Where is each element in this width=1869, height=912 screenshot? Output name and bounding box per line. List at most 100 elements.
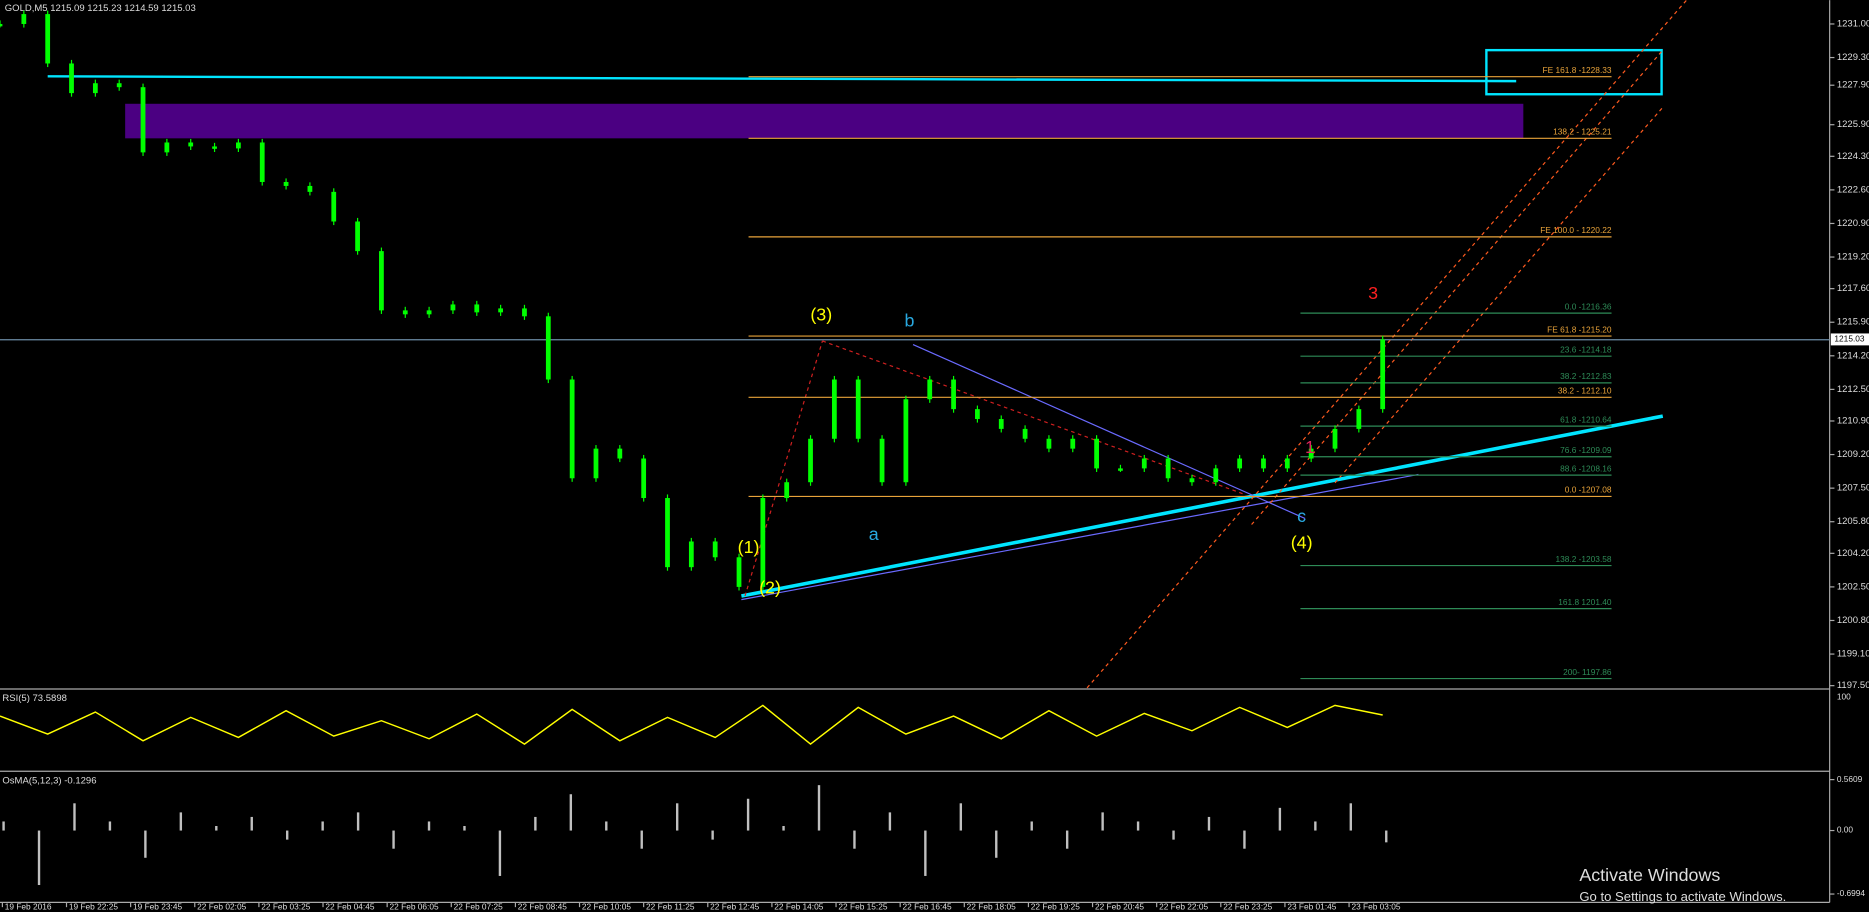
wave-label: (2) (759, 578, 781, 598)
osma-bar (463, 826, 466, 831)
candle (69, 63, 74, 94)
osma-bar (1314, 821, 1317, 831)
candle (1141, 458, 1147, 469)
candle (1308, 448, 1314, 459)
osma-bar (321, 821, 324, 831)
fib-label: 161.8 1201.40 (1558, 597, 1612, 607)
osma-bar (144, 830, 147, 858)
candle (641, 458, 647, 499)
x-tick-label: 22 Feb 18:05 (967, 901, 1016, 911)
candle (1022, 428, 1028, 439)
candle (784, 482, 790, 499)
wave-label: b (905, 311, 915, 331)
candle (736, 557, 742, 587)
candle (617, 448, 623, 459)
current-price-box (1830, 333, 1869, 346)
candle (1261, 458, 1266, 469)
osma-bar (640, 830, 643, 849)
candle (879, 438, 885, 483)
wave-label: 1 (1305, 437, 1315, 457)
candle (808, 438, 813, 483)
osma-bar (959, 803, 963, 831)
x-tick-label: 22 Feb 03:25 (261, 901, 310, 911)
x-tick-label: 22 Feb 07:25 (454, 901, 503, 911)
osma-bar (427, 821, 431, 831)
x-tick-label: 22 Feb 15:25 (838, 901, 887, 911)
fib-label: 38.2 - 1212.10 (1558, 386, 1612, 396)
fib-label: 88.6 -1208.16 (1560, 463, 1612, 473)
candle (259, 142, 265, 182)
osma-bar (250, 816, 253, 831)
x-tick-label: 22 Feb 10:05 (582, 901, 631, 911)
y-tick-label: 1214.20 (1837, 350, 1869, 361)
y-tick-label: 1197.50 (1837, 680, 1869, 691)
wave-line (822, 340, 1246, 496)
rsi-tick-label: 100 (1837, 692, 1851, 702)
osma-bar (1207, 816, 1211, 831)
y-tick-label: 1212.50 (1837, 384, 1869, 395)
x-tick-label: 22 Feb 02:05 (197, 901, 246, 911)
candle (569, 379, 575, 479)
osma-bar (1349, 803, 1352, 831)
x-tick-label: 22 Feb 20:45 (1095, 901, 1144, 911)
osma-bar (853, 830, 856, 849)
rsi-line (0, 704, 1383, 746)
candle (92, 83, 98, 94)
candle (474, 304, 480, 313)
wave-label: (3) (810, 305, 832, 325)
fib-label: 200- 1197.86 (1563, 667, 1612, 677)
candle (522, 308, 527, 317)
candle (927, 379, 933, 400)
y-tick-label: 1231.00 (1837, 18, 1869, 29)
x-tick-label: 23 Feb 01:45 (1287, 901, 1336, 911)
osma-bar (1385, 830, 1388, 843)
osma-bar (817, 785, 821, 831)
y-tick-label: 1202.50 (1837, 581, 1869, 592)
candle (665, 498, 670, 568)
fib-label: 76.6 -1209.09 (1560, 445, 1612, 455)
y-tick-label: 1215.90 (1837, 317, 1869, 328)
candle (283, 181, 289, 186)
osma-bar (37, 830, 41, 886)
candle (212, 146, 217, 149)
candle (140, 87, 146, 153)
candle (450, 304, 456, 311)
candle (164, 142, 170, 153)
candle (760, 498, 766, 587)
candle (831, 379, 837, 439)
y-tick-label: 1224.30 (1837, 151, 1869, 162)
candle (45, 14, 51, 64)
fib-label: 23.6 -1214.18 (1560, 344, 1612, 354)
candle (1165, 458, 1171, 479)
osma-tick-label: 0.00 (1837, 825, 1854, 835)
osma-bar (1101, 812, 1104, 831)
candle (402, 310, 408, 315)
osma-bar (534, 816, 537, 831)
candle (236, 142, 241, 149)
trend-line (741, 473, 1419, 601)
osma-bar (1278, 807, 1282, 831)
fib-label: 61.8 -1210.64 (1560, 414, 1612, 424)
osma-bar (605, 821, 608, 831)
osma-bar (1243, 830, 1246, 849)
y-tick-label: 1227.90 (1837, 80, 1869, 91)
channel (1086, 0, 1688, 689)
osma-bar (746, 798, 750, 831)
y-tick-label: 1204.20 (1837, 548, 1869, 559)
osma-bar (995, 830, 998, 858)
osma-bar (569, 794, 573, 831)
osma-bar (1030, 821, 1033, 831)
candle (355, 221, 360, 252)
candle (1380, 339, 1386, 410)
y-tick-label: 1207.50 (1837, 483, 1869, 494)
candle (1046, 438, 1052, 449)
candle (998, 419, 1004, 429)
x-tick-label: 22 Feb 14:05 (774, 901, 823, 911)
watermark-title: Activate Windows (1579, 865, 1720, 885)
candle (975, 409, 980, 420)
fib-label: 0.0 -1207.08 (1565, 485, 1612, 495)
wave-label: a (869, 524, 879, 544)
fib-label: FE 161.8 -1228.33 (1543, 65, 1612, 75)
